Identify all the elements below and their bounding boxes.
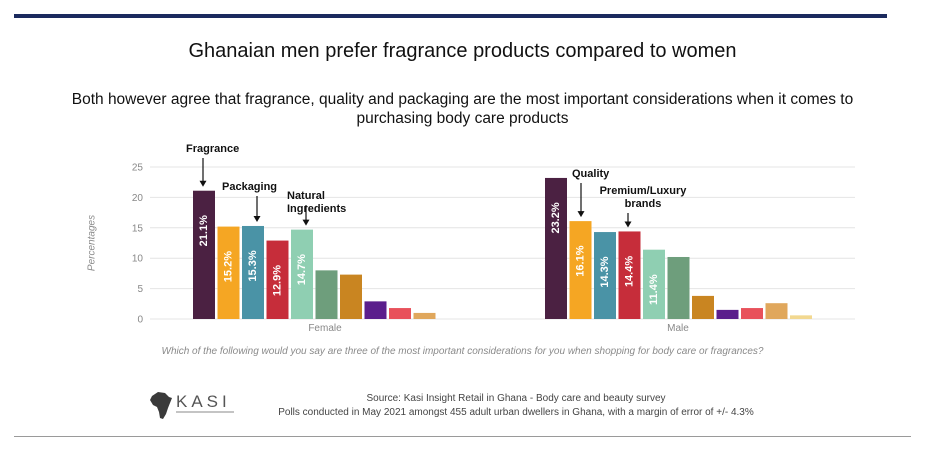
survey-question: Which of the following would you say are… <box>161 346 764 357</box>
annotation-arrowhead <box>302 219 310 226</box>
data-label: 14.4% <box>623 256 635 287</box>
data-label: 12.9% <box>271 265 283 296</box>
bar <box>217 226 240 319</box>
annotation-label: Fragrance <box>186 143 239 155</box>
y-tick-label: 25 <box>132 163 144 174</box>
data-label: 16.1% <box>574 245 586 276</box>
bottom-rule <box>14 436 911 437</box>
data-label: 15.2% <box>222 251 234 282</box>
africa-map-icon <box>150 392 172 419</box>
bar <box>667 256 690 319</box>
bar <box>389 308 411 319</box>
y-tick-label: 15 <box>132 223 144 234</box>
data-label: 14.7% <box>296 254 308 285</box>
bar <box>569 221 592 319</box>
annotation-label: Ingredients <box>287 203 346 215</box>
bar <box>618 231 641 319</box>
annotation-label: Natural <box>287 190 325 202</box>
bar <box>545 177 567 319</box>
x-tick-label: Female <box>308 323 342 334</box>
bar <box>340 274 362 319</box>
data-label: 15.3% <box>247 250 259 281</box>
top-rule <box>14 14 887 18</box>
bar <box>266 240 289 319</box>
source-line-1: Source: Kasi Insight Retail in Ghana - B… <box>366 393 666 404</box>
bar <box>790 315 812 319</box>
logo-text: KASI <box>176 392 231 411</box>
bar <box>291 229 313 319</box>
y-tick-label: 10 <box>132 254 144 265</box>
y-tick-label: 20 <box>132 193 144 204</box>
bar <box>315 270 338 319</box>
annotation-label: Premium/Luxury <box>600 185 688 197</box>
annotation-label: brands <box>625 198 662 210</box>
source-text: Source: Kasi Insight Retail in Ghana - B… <box>236 392 796 420</box>
annotation-arrowhead <box>253 215 261 222</box>
bar <box>242 225 264 319</box>
data-label: 14.3% <box>599 256 611 287</box>
annotation-arrowhead <box>577 211 585 218</box>
source-line-2: Polls conducted in May 2021 amongst 455 … <box>278 407 754 418</box>
annotation-arrowhead <box>624 221 632 228</box>
annotation-label: Packaging <box>222 181 277 193</box>
chart-title: Ghanaian men prefer fragrance products c… <box>188 40 737 62</box>
data-label: 23.2% <box>550 202 562 233</box>
y-tick-label: 0 <box>137 315 143 326</box>
chart-subtitle: Both however agree that fragrance, quali… <box>71 91 854 127</box>
bar <box>413 312 436 319</box>
x-tick-label: Male <box>667 323 689 334</box>
bar <box>364 301 387 319</box>
bar <box>765 303 788 319</box>
bar <box>692 295 714 319</box>
bar <box>741 308 763 319</box>
bar <box>643 249 665 319</box>
annotation-label: Quality <box>572 168 610 180</box>
y-tick-label: 5 <box>137 284 143 295</box>
data-label: 11.4% <box>648 274 660 305</box>
bar <box>193 190 215 319</box>
kasi-logo: KASI <box>150 392 234 419</box>
annotation-arrowhead <box>199 180 207 187</box>
bar <box>594 232 616 319</box>
data-label: 21.1% <box>198 215 210 246</box>
bar <box>716 309 739 319</box>
